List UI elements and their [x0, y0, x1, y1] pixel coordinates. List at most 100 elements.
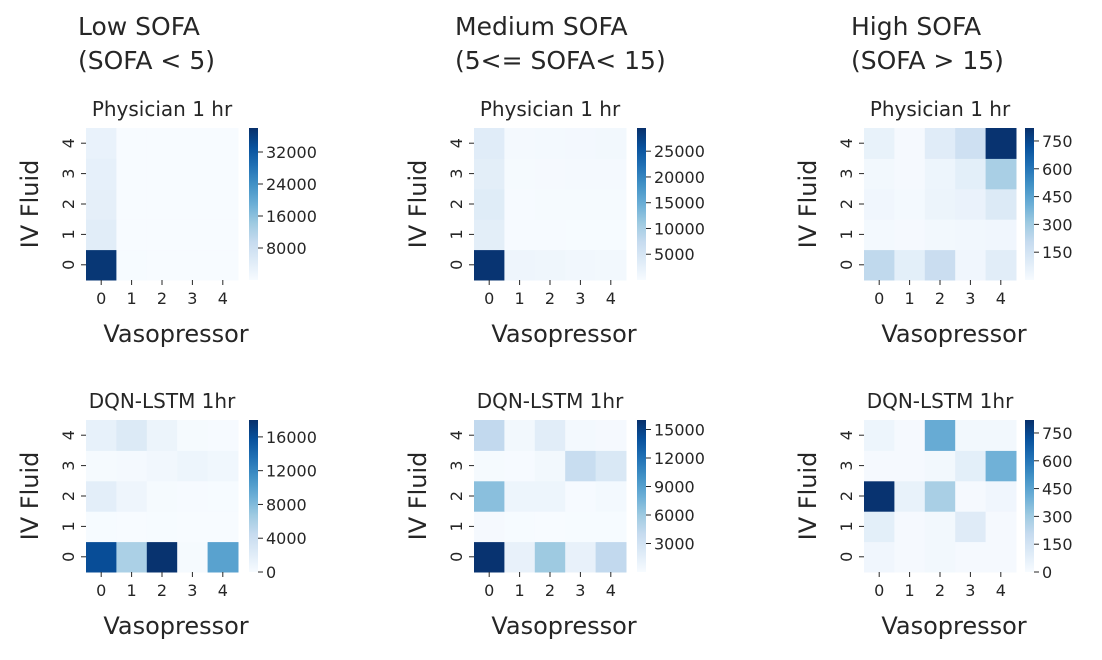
heatmap-cell [504, 128, 536, 159]
heatmap-cell [207, 420, 239, 451]
heatmap-cell [116, 541, 148, 573]
colorbar [1025, 128, 1034, 280]
heatmap-cell [894, 420, 926, 451]
heatmap-cell [534, 420, 566, 451]
heatmap-cell [924, 219, 956, 251]
column-title-line: Medium SOFA [455, 12, 628, 41]
heatmap-panel: DQN-LSTM 1hr 0 1 2 3 4 0 1 2 3 4 Vasopressor IV Flui… [404, 389, 705, 640]
heatmap-cell [146, 128, 178, 159]
heatmap-cell [955, 128, 987, 159]
heatmap-cell [474, 511, 505, 543]
column-title-line: High SOFA [851, 12, 981, 41]
y-tick-label: 0 [837, 260, 856, 270]
heatmap-cell [595, 541, 627, 573]
heatmap-cell [894, 249, 926, 281]
heatmap-cell [177, 219, 209, 251]
y-tick-label: 2 [59, 199, 78, 209]
heatmap-cell [565, 450, 597, 482]
heatmap-cell [955, 420, 987, 451]
heatmap-cell [504, 450, 536, 482]
heatmap-cell [116, 219, 148, 251]
colorbar-tick-label: 12000 [266, 462, 317, 481]
heatmap-cell [534, 541, 566, 573]
y-tick-label: 0 [59, 552, 78, 562]
y-tick-label: 2 [447, 491, 466, 501]
x-tick-label: 0 [96, 289, 106, 308]
heatmap-cell [207, 541, 239, 573]
heatmap-cell [177, 511, 209, 543]
heatmap-cell [595, 158, 627, 190]
colorbar-tick-label: 4000 [266, 529, 307, 548]
colorbar [637, 420, 646, 572]
heatmap-cell [86, 511, 117, 543]
x-axis-label: Vasopressor [881, 320, 1026, 348]
colorbar-tick-label: 15000 [654, 194, 705, 213]
heatmap-cell [565, 541, 597, 573]
heatmap-cell [595, 450, 627, 482]
x-tick-label: 2 [935, 289, 945, 308]
x-tick-label: 0 [484, 581, 494, 600]
colorbar-tick-label: 20000 [654, 168, 705, 187]
heatmap-cell [924, 450, 956, 482]
x-tick-label: 3 [575, 581, 585, 600]
colorbar-tick-label: 16000 [266, 428, 317, 447]
x-tick-label: 0 [874, 289, 884, 308]
heatmap-cell [894, 128, 926, 159]
colorbar [249, 128, 258, 280]
heatmap-cell [955, 511, 987, 543]
x-tick-label: 1 [127, 581, 137, 600]
colorbar-tick-label: 0 [1042, 563, 1052, 582]
heatmap-cell [474, 249, 505, 281]
heatmap-cell [924, 541, 956, 573]
heatmap-cell [474, 188, 505, 220]
y-tick-label: 2 [59, 491, 78, 501]
y-tick-label: 3 [59, 169, 78, 179]
heatmap-cell [504, 511, 536, 543]
x-tick-label: 4 [606, 289, 616, 308]
heatmap-cell [534, 219, 566, 251]
heatmap-cell [146, 158, 178, 190]
y-tick-label: 0 [447, 260, 466, 270]
heatmap-panel: Physician 1 hr 0 1 2 3 4 0 1 2 3 4 Vasopressor IV Fl… [794, 97, 1073, 348]
heatmap-cell [534, 480, 566, 512]
heatmap-cell [864, 450, 895, 482]
y-tick-label: 4 [837, 138, 856, 148]
heatmap-cell [504, 480, 536, 512]
heatmap-cell [864, 541, 895, 573]
heatmap-title: Physician 1 hr [870, 97, 1011, 121]
heatmap-cell [924, 158, 956, 190]
y-tick-label: 4 [447, 138, 466, 148]
heatmap-cell [924, 249, 956, 281]
heatmap-cell [116, 420, 148, 451]
y-tick-label: 3 [837, 461, 856, 471]
y-tick-label: 0 [447, 552, 466, 562]
heatmap-cell [504, 420, 536, 451]
heatmap-cell [595, 249, 627, 281]
colorbar [1025, 420, 1034, 572]
heatmap-cell [985, 480, 1017, 512]
heatmap-cell [146, 249, 178, 281]
heatmap-cell [146, 541, 178, 573]
heatmap-cell [985, 158, 1017, 190]
heatmap-cell [595, 511, 627, 543]
y-tick-label: 1 [59, 229, 78, 239]
heatmap-cell [207, 188, 239, 220]
heatmap-title: DQN-LSTM 1hr [477, 389, 624, 413]
heatmap-cell [985, 219, 1017, 251]
heatmap-cell [86, 158, 117, 190]
y-tick-label: 0 [59, 260, 78, 270]
heatmap-cell [864, 219, 895, 251]
heatmap-cell [955, 188, 987, 220]
heatmap-cell [146, 450, 178, 482]
x-axis-label: Vasopressor [103, 320, 248, 348]
heatmap-cell [595, 128, 627, 159]
colorbar-tick-label: 32000 [266, 143, 317, 162]
y-tick-label: 4 [59, 430, 78, 440]
heatmap-cell [177, 249, 209, 281]
heatmap-cell [985, 420, 1017, 451]
heatmap-cell [894, 511, 926, 543]
heatmap-cell [864, 420, 895, 451]
x-tick-label: 4 [218, 289, 228, 308]
y-axis-label: IV Fluid [794, 160, 822, 249]
heatmap-cell [86, 128, 117, 159]
